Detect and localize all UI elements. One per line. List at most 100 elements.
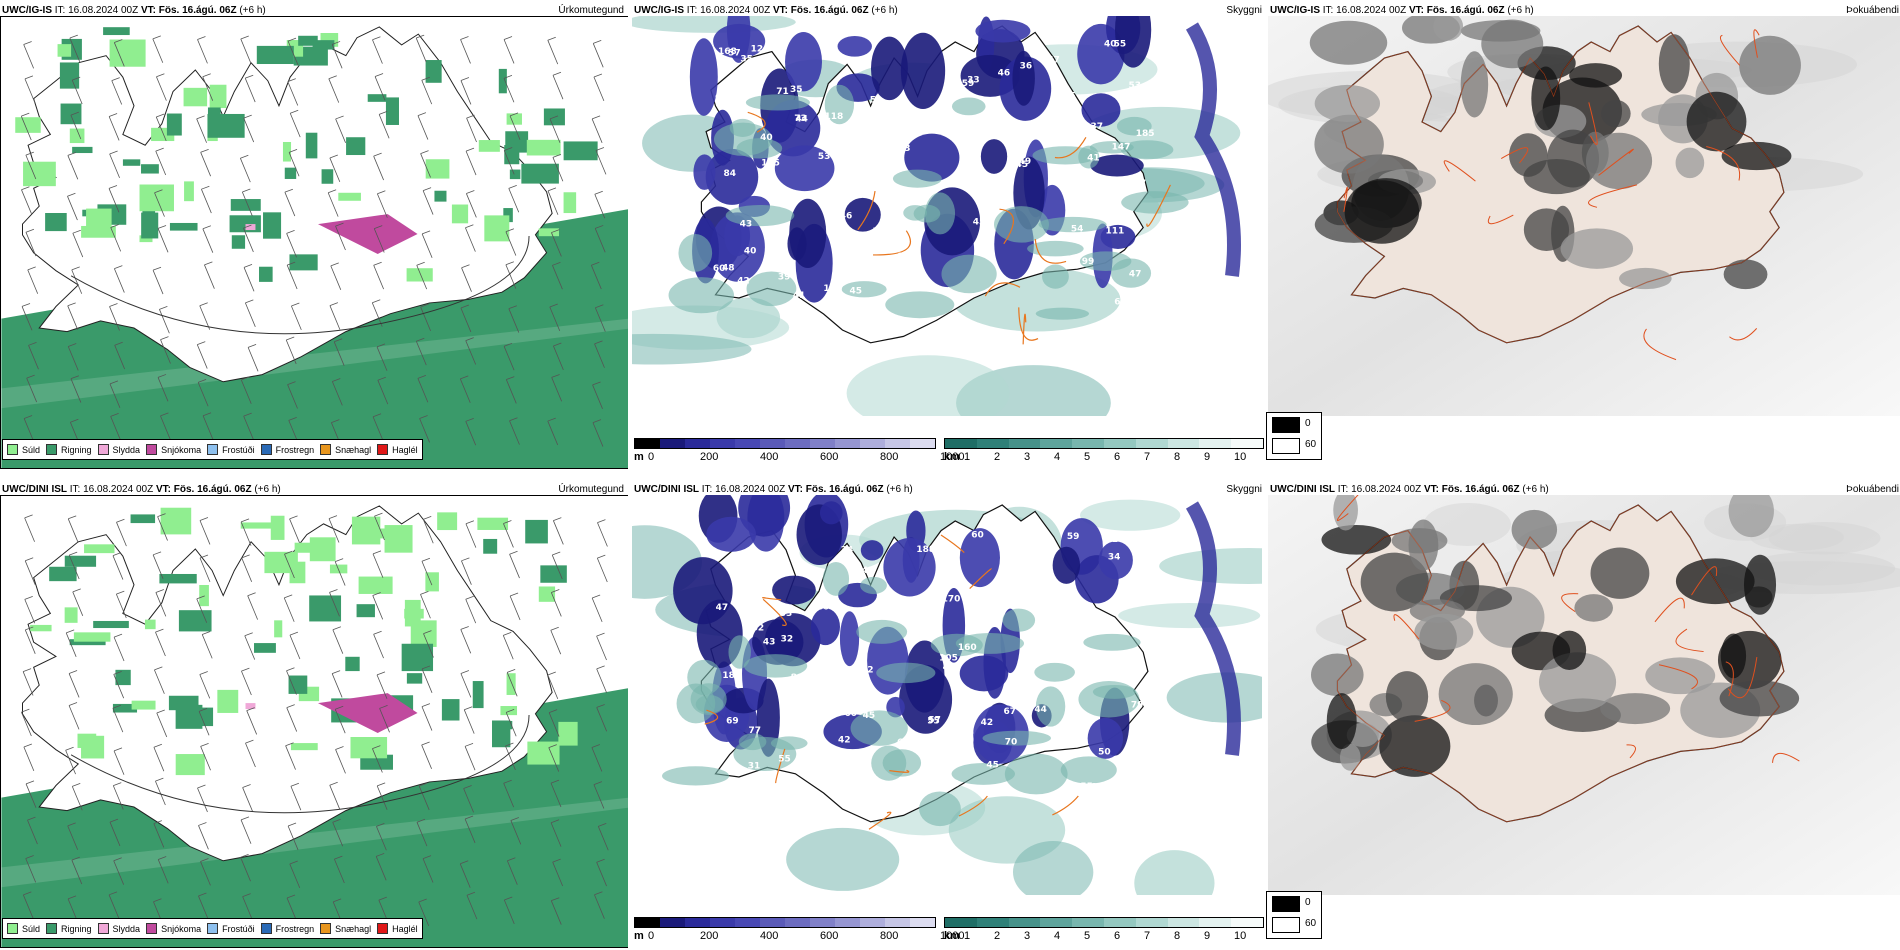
- model-name: UWC/DINI ISL: [1270, 484, 1335, 495]
- cloud-base-label: 42: [838, 735, 851, 745]
- colorbar-tick: 7: [1144, 930, 1151, 942]
- cloud-base-label: 42: [981, 718, 994, 728]
- init-time-label: IT:: [69, 484, 81, 495]
- cloud-base-label: 48: [722, 263, 735, 273]
- colorbar-tick: 7: [1144, 451, 1151, 463]
- cloud-base-label: 147: [1112, 143, 1131, 153]
- cloud-base-label: 50: [873, 227, 886, 237]
- fog-panel-label: Þokuábendi: [1846, 484, 1899, 495]
- legend-swatch: [146, 923, 158, 934]
- init-time-value: 16.08.2024 00Z: [715, 484, 786, 495]
- legend-item: Slydda: [97, 444, 140, 455]
- model-name: UWC/DINI ISL: [634, 484, 699, 495]
- fog-index-legend: 0 60: [1266, 412, 1322, 460]
- init-time-value: 16.08.2024 00Z: [700, 5, 771, 16]
- valid-time-label: VT:: [155, 484, 171, 495]
- cloud-base-label: 83: [1026, 122, 1039, 132]
- cloud-base-label: 52: [982, 221, 995, 231]
- cloud-base-label: 55: [833, 763, 846, 773]
- cloud-base-label: 46: [840, 211, 853, 221]
- cloud-base-label: 54: [1071, 224, 1084, 234]
- colorbar-tick: 1: [964, 930, 971, 942]
- cloud-base-label: 38: [1131, 763, 1144, 773]
- cloud-panel-label: Skyggni: [1226, 484, 1262, 495]
- legend-swatch: [97, 923, 109, 934]
- legend-swatch: [146, 444, 158, 455]
- legend-label: Súld: [22, 923, 41, 934]
- valid-time-value: Fös. 16.ágú. 06Z: [1426, 5, 1505, 16]
- legend-label: Snjókoma: [161, 923, 202, 934]
- visibility-colorbar: km 1 2 3 4 5 6 7 8 9 10: [944, 917, 1264, 947]
- cloud-base-label: 45: [849, 286, 862, 296]
- precip-type-legend: Súld Rigning Slydda Snjókoma Frostúði Frostre…: [2, 439, 423, 460]
- legend-item: Snjókoma: [146, 923, 201, 934]
- cloud-base-label: 84: [724, 169, 737, 179]
- init-time-label: IT:: [1322, 5, 1334, 16]
- cloud-base-label: 45: [1016, 160, 1029, 170]
- cloud-base-label: 60: [713, 264, 726, 274]
- panel-title: UWC/IG-IS IT: 16.08.2024 00Z VT: Fös. 16…: [1270, 5, 1534, 16]
- cloud-base-label: 34: [841, 546, 854, 556]
- cloud-base-label: 52: [1069, 598, 1082, 608]
- legend-item: Rigning: [46, 923, 92, 934]
- colorbar-tick: 200: [700, 930, 719, 942]
- init-time-label: IT:: [701, 484, 713, 495]
- cloud-base-label: 47: [1129, 270, 1142, 280]
- legend-label: 0: [1305, 418, 1311, 429]
- legend-swatch: [1272, 896, 1300, 912]
- cloud-base-label: 98: [1043, 581, 1056, 591]
- colorbar-tick: 2: [994, 451, 1001, 463]
- cloud-base-label: 79: [1131, 700, 1144, 710]
- legend-label: 0: [1305, 897, 1311, 908]
- legend-item: Rigning: [46, 444, 92, 455]
- cloud-base-label: 79: [947, 779, 960, 789]
- legend-label: 60: [1305, 439, 1317, 450]
- model-name: UWC/DINI ISL: [2, 484, 67, 495]
- init-time-label: IT:: [1337, 484, 1349, 495]
- legend-item: Snæhagl: [320, 444, 371, 455]
- colorbar-unit: km: [944, 930, 960, 942]
- init-time-value: 16.08.2024 00Z: [68, 5, 139, 16]
- model-name: UWC/IG-IS: [634, 5, 684, 16]
- cloud-base-label: 48: [867, 298, 880, 308]
- legend-label: Frostúði: [222, 444, 255, 455]
- cloud-base-label: 46: [825, 44, 838, 54]
- colorbar-tick: 6: [1114, 451, 1121, 463]
- cloud-base-label: 46: [816, 602, 829, 612]
- init-time-label: IT:: [54, 5, 66, 16]
- cloud-base-label: 40: [860, 120, 873, 130]
- cloud-base-label: 49: [1135, 778, 1148, 788]
- colorbar-tick: 6: [1114, 930, 1121, 942]
- cloud-base-label: 99: [1082, 257, 1095, 267]
- legend-swatch: [46, 444, 58, 455]
- cloud-base-label: 185: [1136, 129, 1155, 139]
- legend-item: Frostúði: [207, 444, 255, 455]
- valid-time-label: VT:: [787, 484, 803, 495]
- cloud-base-label: 73: [794, 114, 807, 124]
- legend-label: Rigning: [61, 923, 92, 934]
- colorbar-tick: 3: [1024, 930, 1031, 942]
- legend-item: Snjókoma: [146, 444, 201, 455]
- cloud-map: 4148423346454439434257575953464540364253…: [632, 16, 1241, 416]
- cloud-base-label: 45: [973, 217, 986, 227]
- colorbar-tick: 3: [1024, 451, 1031, 463]
- cloud-base-label: 77: [1077, 675, 1090, 685]
- colorbar-unit: m: [634, 930, 644, 942]
- cloud-base-label: 57: [1134, 179, 1147, 189]
- precip-panel: UWC/IG-IS IT: 16.08.2024 00Z VT: Fös. 16…: [0, 0, 628, 471]
- colorbar-tick: 5: [1084, 930, 1091, 942]
- lead-time: (+6 h): [254, 484, 281, 495]
- legend-item: Frostúði: [207, 923, 255, 934]
- legend-swatch: [7, 444, 18, 455]
- legend-label: Frostúði: [222, 923, 255, 934]
- precip-map: [0, 16, 628, 469]
- panel-title: UWC/IG-IS IT: 16.08.2024 00Z VT: Fös. 16…: [2, 5, 266, 16]
- legend-swatch: [260, 444, 272, 455]
- cloud-base-label: 64: [1114, 297, 1127, 307]
- colorbar-tick: 8: [1174, 930, 1181, 942]
- cloud-base-label: 55: [737, 93, 750, 103]
- cloud-base-label: 53: [1129, 81, 1142, 91]
- colorbar-tick: 4: [1054, 451, 1061, 463]
- cloud-base-label: 41: [793, 291, 806, 301]
- legend-swatch: [1272, 917, 1300, 933]
